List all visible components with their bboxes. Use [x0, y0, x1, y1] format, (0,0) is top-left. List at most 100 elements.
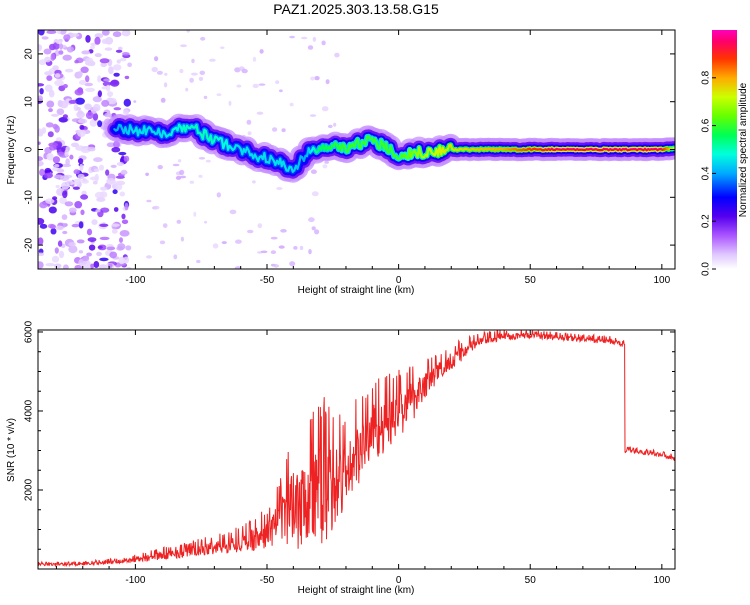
spectrogram-noise-blob	[107, 247, 116, 251]
spectrogram-noise-blob	[51, 228, 57, 234]
spectrogram-noise-blob	[111, 147, 120, 152]
spectrogram-noise-blob	[79, 164, 83, 171]
spectrogram-noise-blob	[35, 83, 44, 86]
spectrogram-y-tick-label: 0	[24, 146, 35, 152]
spectrogram-speckle	[326, 79, 330, 84]
spectrogram-speckle	[163, 223, 168, 228]
spectrogram-y-tick-label: -20	[24, 237, 35, 252]
spectrogram-ridge-segment	[197, 125, 199, 133]
spectrogram-noise-blob	[74, 201, 82, 208]
spectrogram-noise-blob	[60, 175, 69, 181]
spectrogram-noise-blob	[76, 107, 81, 111]
spectrogram-noise-blob	[56, 226, 64, 231]
spectrogram-noise-blob	[98, 90, 102, 97]
spectrogram-speckle	[146, 255, 152, 258]
spectrogram-speckle	[248, 131, 252, 135]
spectrogram-noise-blob	[56, 41, 62, 44]
spectrogram-noise-blob	[62, 231, 67, 234]
spectrogram-speckle	[179, 69, 183, 73]
spectrogram-noise-blob	[36, 129, 44, 136]
spectrogram-speckle	[247, 230, 253, 234]
spectrogram-speckle	[199, 77, 203, 81]
spectrogram-speckle	[312, 191, 319, 196]
spectrogram-speckle	[279, 245, 285, 248]
spectrogram-speckle	[312, 226, 316, 230]
spectrogram-speckle	[191, 73, 198, 76]
spectrogram-speckle	[158, 165, 163, 169]
spectrogram-noise-blob	[113, 64, 122, 70]
spectrogram-noise-blob	[103, 78, 110, 81]
spectrogram-noise-blob	[34, 161, 44, 167]
spectrogram-noise-blob	[95, 53, 102, 57]
colorbar-tick-label: 0.8	[701, 70, 712, 84]
spectrogram-noise-blob	[65, 69, 73, 73]
spectrogram-noise-blob	[44, 49, 52, 55]
spectrogram-noise-blob	[98, 246, 103, 249]
spectrogram-noise-blob	[72, 182, 79, 185]
spectrogram-noise-blob	[99, 224, 108, 227]
spectrogram-noise-blob	[68, 242, 76, 246]
spectrogram-y-tick-label: 10	[24, 96, 35, 108]
spectrogram-noise-blob	[120, 58, 127, 62]
spectrogram-noise-blob	[100, 237, 110, 240]
colorbar-gradient	[712, 30, 737, 269]
spectrogram-speckle	[258, 223, 263, 228]
spectrogram-speckle	[247, 120, 252, 125]
spectrogram-speckle	[280, 229, 287, 233]
spectrogram-noise-blob	[100, 187, 107, 191]
spectrogram-speckle	[300, 246, 304, 250]
spectrogram-noise-blob	[116, 50, 122, 53]
spectrogram-speckle	[308, 45, 313, 50]
spectrogram-noise-blob	[91, 219, 97, 225]
spectrogram-speckle	[190, 181, 195, 184]
spectrogram-speckle	[293, 246, 297, 250]
spectrogram-noise-blob	[113, 189, 118, 194]
spectrogram-speckle	[261, 251, 268, 254]
spectrogram-noise-blob	[63, 34, 70, 41]
spectrogram-speckle	[301, 37, 307, 39]
spectrogram-noise-blob	[68, 245, 77, 253]
spectrogram-speckle	[199, 157, 205, 160]
spectrogram-noise-blob	[114, 207, 119, 212]
spectrogram-noise-blob	[75, 98, 85, 105]
spectrogram-speckle	[257, 112, 264, 115]
spectrogram-noise-blob	[95, 174, 99, 182]
spectrogram-noise-blob	[62, 55, 71, 61]
spectrogram-noise-blob	[124, 156, 130, 162]
spectrogram-speckle	[196, 260, 200, 263]
spectrogram-noise-blob	[96, 252, 102, 256]
spectrogram-noise-blob	[46, 153, 53, 160]
spectrogram-noise-blob	[117, 243, 125, 250]
spectrogram-noise-blob	[82, 179, 89, 183]
spectrogram-noise-blob	[110, 80, 119, 87]
spectrogram-noise-blob	[80, 210, 84, 216]
spectrogram-noise-blob	[121, 214, 125, 220]
spectrogram-noise-blob	[44, 173, 53, 179]
spectrogram-speckle	[271, 250, 276, 254]
spectrogram-speckle	[204, 221, 207, 224]
spectrogram-noise-blob	[120, 230, 130, 237]
spectrogram-speckle	[193, 212, 196, 217]
snr-y-axis-label: SNR (10 * v/v)	[6, 418, 17, 482]
spectrogram-speckle	[310, 77, 315, 81]
spectrogram-noise-blob	[69, 155, 73, 160]
spectrogram-speckle	[191, 59, 194, 63]
spectrogram-speckle	[229, 101, 232, 106]
spectrogram-noise-blob	[63, 84, 68, 88]
colorbar-tick-label: 0.0	[701, 262, 712, 276]
spectrogram-noise-blob	[113, 73, 119, 77]
spectrogram-noise-blob	[58, 50, 63, 55]
spectrogram-noise-blob	[79, 250, 83, 253]
spectrogram-speckle	[275, 80, 279, 84]
spectrogram-noise-blob	[86, 253, 92, 257]
snr-x-tick-label: -50	[260, 575, 275, 586]
spectrogram-noise-blob	[44, 71, 52, 75]
spectrogram-noise-blob	[84, 104, 92, 110]
spectrogram-noise-blob	[62, 214, 68, 220]
spectrogram-noise-blob	[46, 30, 56, 34]
spectrogram-noise-blob	[49, 207, 57, 214]
